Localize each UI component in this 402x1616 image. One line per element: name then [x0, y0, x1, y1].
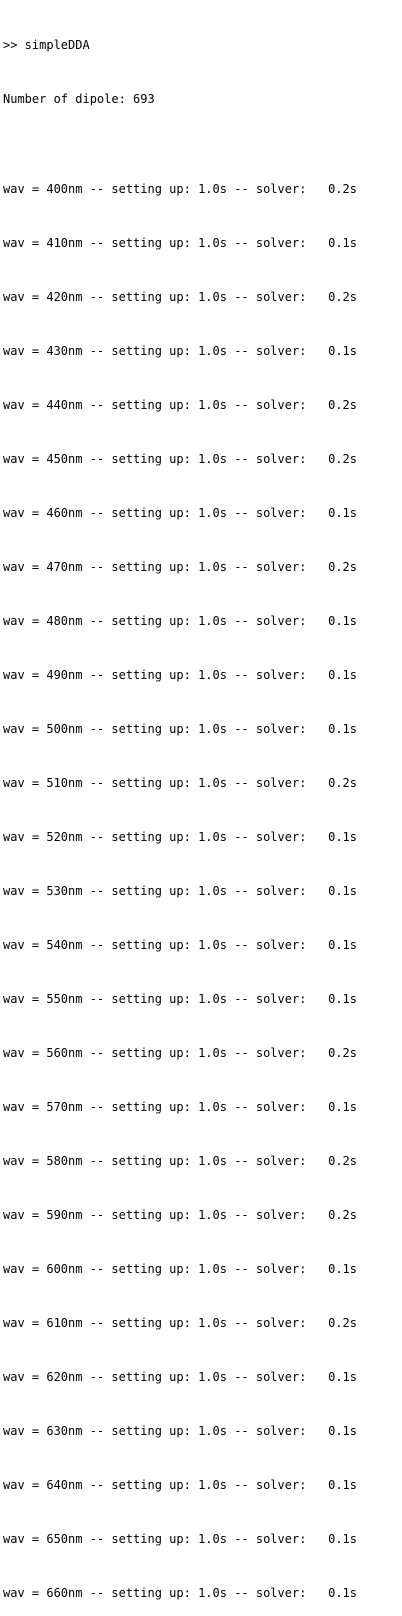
output-row: wav = 550nm -- setting up: 1.0s -- solve…	[3, 992, 358, 1006]
output-row: wav = 590nm -- setting up: 1.0s -- solve…	[3, 1208, 358, 1222]
output-row: wav = 400nm -- setting up: 1.0s -- solve…	[3, 182, 358, 196]
output-row: wav = 630nm -- setting up: 1.0s -- solve…	[3, 1424, 358, 1438]
output-row: wav = 620nm -- setting up: 1.0s -- solve…	[3, 1370, 358, 1384]
output-row: wav = 410nm -- setting up: 1.0s -- solve…	[3, 236, 358, 250]
output-row: wav = 520nm -- setting up: 1.0s -- solve…	[3, 830, 358, 844]
dipole-count-line: Number of dipole: 693	[3, 92, 155, 106]
output-row: wav = 460nm -- setting up: 1.0s -- solve…	[3, 506, 358, 520]
output-row: wav = 470nm -- setting up: 1.0s -- solve…	[3, 560, 358, 574]
output-row: wav = 450nm -- setting up: 1.0s -- solve…	[3, 452, 358, 466]
output-row: wav = 490nm -- setting up: 1.0s -- solve…	[3, 668, 358, 682]
wavelength-output-list: wav = 400nm -- setting up: 1.0s -- solve…	[3, 144, 402, 1616]
output-row: wav = 500nm -- setting up: 1.0s -- solve…	[3, 722, 358, 736]
output-row: wav = 440nm -- setting up: 1.0s -- solve…	[3, 398, 358, 412]
output-row: wav = 560nm -- setting up: 1.0s -- solve…	[3, 1046, 358, 1060]
output-row: wav = 640nm -- setting up: 1.0s -- solve…	[3, 1478, 358, 1492]
output-row: wav = 600nm -- setting up: 1.0s -- solve…	[3, 1262, 358, 1276]
output-row: wav = 540nm -- setting up: 1.0s -- solve…	[3, 938, 358, 952]
output-row: wav = 660nm -- setting up: 1.0s -- solve…	[3, 1586, 358, 1600]
output-row: wav = 480nm -- setting up: 1.0s -- solve…	[3, 614, 358, 628]
output-row: wav = 420nm -- setting up: 1.0s -- solve…	[3, 290, 358, 304]
output-row: wav = 530nm -- setting up: 1.0s -- solve…	[3, 884, 358, 898]
command-line: >> simpleDDA	[3, 38, 90, 52]
output-row: wav = 610nm -- setting up: 1.0s -- solve…	[3, 1316, 358, 1330]
output-row: wav = 430nm -- setting up: 1.0s -- solve…	[3, 344, 358, 358]
output-row: wav = 580nm -- setting up: 1.0s -- solve…	[3, 1154, 358, 1168]
output-row: wav = 570nm -- setting up: 1.0s -- solve…	[3, 1100, 358, 1114]
output-row: wav = 510nm -- setting up: 1.0s -- solve…	[3, 776, 358, 790]
output-row: wav = 650nm -- setting up: 1.0s -- solve…	[3, 1532, 358, 1546]
